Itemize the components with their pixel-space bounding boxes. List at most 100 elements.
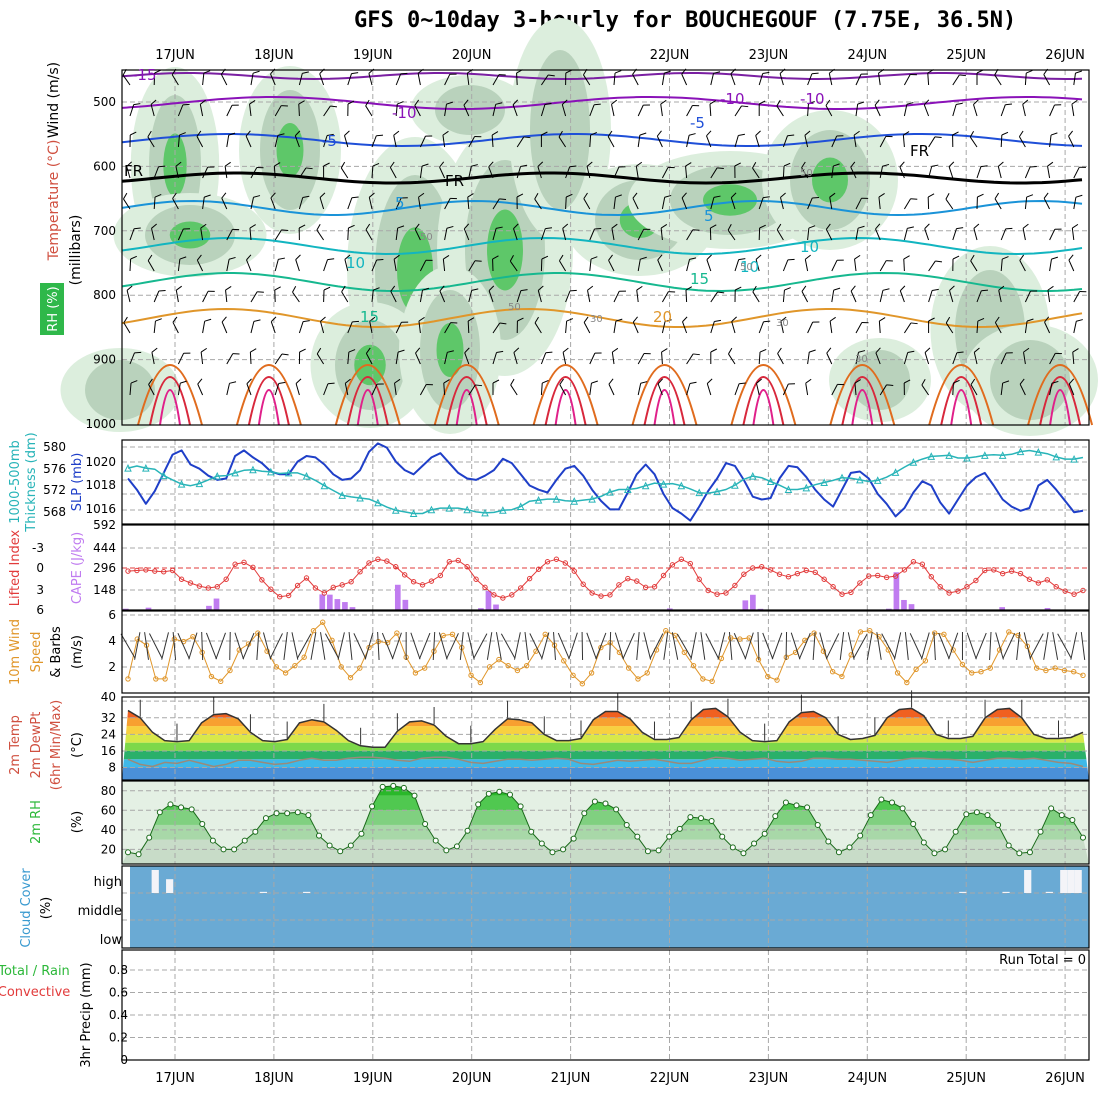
cloud-high-bar (166, 879, 174, 893)
temp-contour-surface (149, 376, 191, 426)
wind-barb (734, 133, 745, 148)
lifted-index-marker (455, 557, 461, 564)
wind-barb (948, 161, 955, 179)
wind-barb-10m (938, 632, 950, 660)
wind-barb-staff (855, 228, 859, 241)
wind-barb-10m (377, 631, 380, 661)
wind-barb-flag (861, 197, 869, 199)
temp-contour-surface (159, 389, 181, 426)
cloud-panel-bg (130, 866, 1089, 948)
wind-barb-flag (348, 224, 355, 229)
wind-barb-flag (513, 347, 520, 353)
wind-barb-flag (281, 105, 288, 107)
wind-barb (468, 288, 479, 303)
thickness-marker (320, 481, 329, 490)
side-label-10m-wind: 10m Wind (8, 619, 23, 685)
wind-barb-flag (1026, 318, 1034, 322)
wind-barb (540, 131, 548, 147)
wind-barb-flag (801, 285, 807, 292)
wind-barb-flag (474, 260, 482, 262)
wind-barb-staff (875, 352, 881, 365)
wind-barb (807, 225, 816, 241)
wind-barb (540, 74, 555, 86)
wind-barb-10m (744, 632, 754, 660)
rh-tick-label: 20 (101, 842, 116, 856)
wind-barb-flag (537, 161, 544, 167)
wind-barb (855, 225, 865, 241)
lifted-index-marker (482, 584, 488, 591)
wind-speed-marker (292, 662, 298, 669)
wind-barb-flag (945, 316, 951, 324)
lifted-index-marker (705, 587, 711, 594)
wind-barb-flag (741, 105, 749, 108)
wind-barb-flag (344, 130, 350, 136)
rh2m-marker (825, 838, 832, 845)
wind-barb-flag (1026, 194, 1034, 198)
wind-barb-staff (371, 259, 378, 272)
wind-barb-staff (952, 382, 954, 396)
wind-barb-flag (1050, 132, 1058, 136)
wind-barb (250, 291, 264, 303)
wind-speed-marker (301, 654, 307, 660)
wind-barb-10m-staff (948, 632, 959, 660)
thickness-marker (284, 468, 293, 477)
wind-barb-flag (780, 316, 787, 322)
wind-barb-flag (903, 131, 910, 136)
cape-tick-label: 444 (93, 541, 116, 555)
wind-barb-flag (147, 254, 153, 261)
wind-speed-marker (514, 667, 521, 674)
wind-barb (558, 254, 567, 272)
wind-barb (1049, 380, 1059, 396)
wind-barb-staff (294, 135, 300, 148)
wind-barb-flag (874, 99, 880, 106)
wind-barb (468, 164, 478, 179)
contour-label: -10 (392, 104, 417, 122)
lifted-index-marker (669, 562, 676, 568)
wind-barb-staff (562, 352, 567, 365)
wind-barb-10m-staff (177, 633, 190, 659)
wind-barb-10m-staff (1016, 632, 1021, 660)
wind-barb-staff (1022, 228, 1026, 241)
wind-barb-staff (320, 321, 325, 334)
contour-label: 10 (346, 254, 365, 272)
wind-barb (148, 378, 155, 396)
cape-bar (123, 608, 129, 610)
wind-barb (274, 229, 289, 241)
wind-barb-staff (468, 260, 476, 272)
wind-barb (393, 254, 400, 272)
lifted-index-marker (1071, 591, 1077, 597)
wind-barb (365, 99, 373, 117)
wind-speed-tick-label: 6 (108, 608, 116, 622)
wind-barb (777, 347, 784, 365)
wind-barb-10m (242, 632, 255, 660)
wind-barb-flag (394, 378, 401, 384)
wind-barb-staff (197, 383, 204, 396)
wind-barb-10m (500, 633, 516, 659)
wind-speed-marker (190, 634, 196, 640)
cape-bar (394, 584, 401, 610)
wind-barb (807, 349, 816, 365)
wind-barb-staff (1000, 228, 1007, 241)
wind-barb (389, 161, 397, 179)
wind-barb-flag (850, 285, 856, 292)
wind-barb-staff (709, 103, 712, 117)
rh2m-marker (560, 846, 567, 853)
wind-barb-flag (685, 286, 693, 291)
wind-barb-flag (278, 381, 286, 385)
lifted-index-marker (437, 572, 444, 579)
wind-barb (467, 193, 474, 210)
wind-barb-flag (134, 227, 141, 230)
cape-bar (145, 607, 152, 610)
wind-speed-marker (273, 664, 280, 670)
wind-barb-flag (934, 136, 942, 138)
temp-contour-surface (928, 364, 995, 426)
wind-barb-staff (1073, 167, 1080, 179)
wind-barb (537, 161, 544, 179)
wind-barb (444, 225, 454, 241)
wind-barb (273, 162, 281, 179)
wind-barb-staff (879, 166, 883, 179)
wind-barb-10m (172, 632, 177, 660)
wind-barb-staff (558, 260, 567, 272)
lifted-index-marker (161, 569, 167, 575)
wind-barb-flag (559, 378, 564, 385)
